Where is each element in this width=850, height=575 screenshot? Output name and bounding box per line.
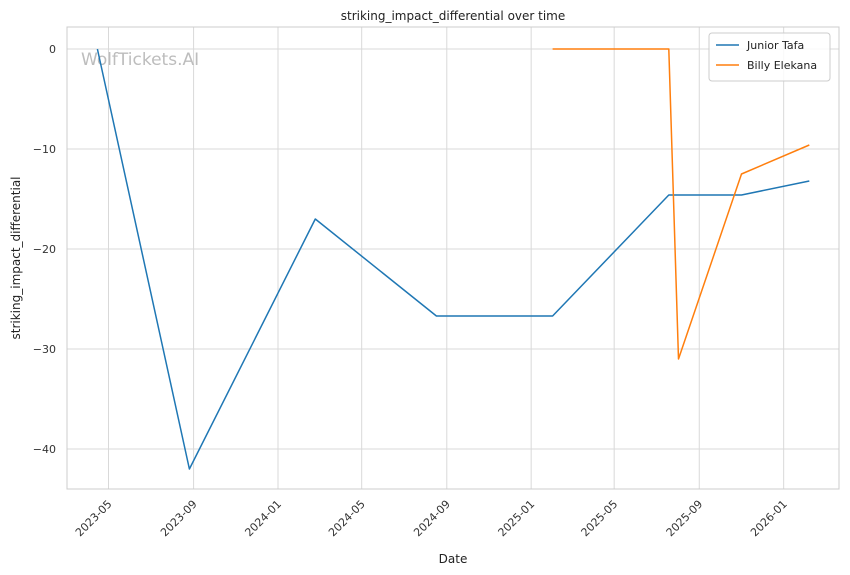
- legend: Junior Tafa Billy Elekana: [708, 32, 831, 82]
- plot-area-frame: [66, 26, 840, 490]
- x-tick-label: 2024-01: [242, 498, 284, 540]
- y-tick-label: −40: [33, 443, 56, 456]
- x-grid: [108, 27, 785, 489]
- y-tick-label: 0: [49, 43, 56, 56]
- x-tick-label: 2023-09: [158, 498, 200, 540]
- x-tick-label: 2025-09: [664, 498, 706, 540]
- y-tick-labels: 0 −10 −20 −30 −40: [33, 43, 56, 456]
- y-tick-label: −10: [33, 143, 56, 156]
- legend-label: Junior Tafa: [746, 39, 804, 52]
- series-line-1: [96, 48, 810, 470]
- y-grid: [67, 48, 839, 450]
- legend-label: Billy Elekana: [747, 59, 817, 72]
- x-axis-label: Date: [439, 552, 468, 566]
- x-tick-label: 2025-05: [579, 498, 621, 540]
- y-tick-label: −20: [33, 243, 56, 256]
- x-tick-labels: 2023-05 2023-09 2024-01 2024-05 2024-09 2025-…: [73, 498, 790, 540]
- y-axis-label: striking_impact_differential: [9, 176, 23, 339]
- chart-title: striking_impact_differential over time: [341, 9, 566, 23]
- x-tick-label: 2024-05: [326, 498, 368, 540]
- legend-box: [708, 32, 831, 82]
- y-tick-label: −30: [33, 343, 56, 356]
- series-line-2: [552, 48, 810, 360]
- series-lines: [96, 48, 810, 470]
- x-tick-label: 2025-01: [496, 498, 538, 540]
- x-tick-label: 2023-05: [73, 498, 115, 540]
- x-tick-label: 2026-01: [748, 498, 790, 540]
- x-tick-label: 2024-09: [411, 498, 453, 540]
- watermark: WolfTickets.AI: [81, 50, 199, 70]
